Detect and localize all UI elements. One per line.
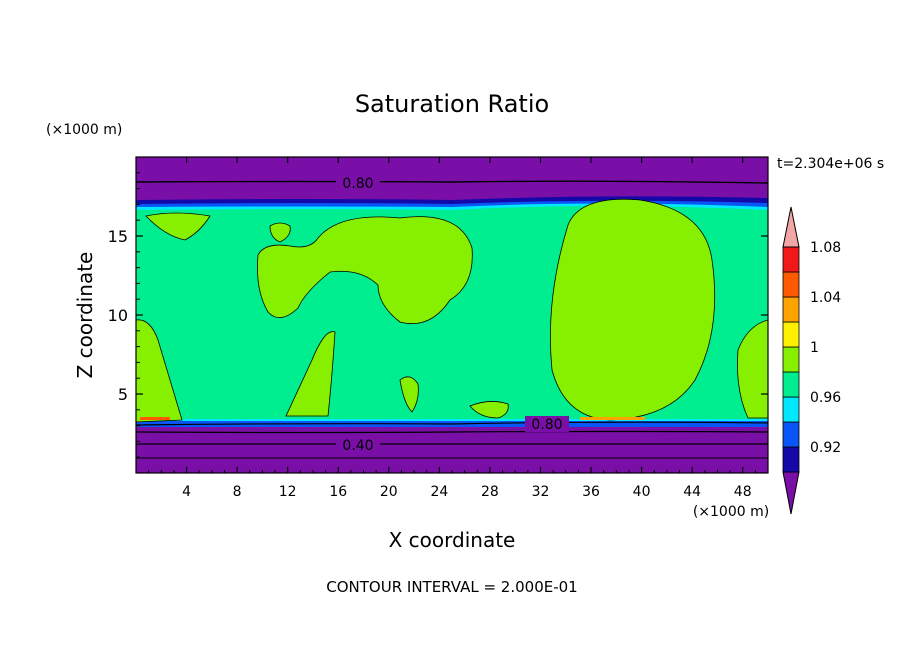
- contour-label-bottom: 0.40: [342, 438, 373, 454]
- colorbar-tick-label: 0.92: [810, 440, 841, 456]
- x-tick-label: 36: [582, 484, 600, 500]
- x-tick-label: 4: [182, 484, 191, 500]
- y-axis: 5 10 15: [108, 172, 768, 458]
- colorbar-tick-label: 1.08: [810, 240, 841, 256]
- x-tick-label: 28: [481, 484, 499, 500]
- contour-label-bg-2: [525, 416, 569, 432]
- colorbar-lower-arrow: [782, 471, 800, 515]
- supersaturated-patch-top-left: [145, 212, 211, 241]
- colorbar-tick-label: 1.04: [810, 290, 841, 306]
- colorbar-swatch: [782, 371, 800, 398]
- colorbar-swatch: [782, 296, 800, 323]
- contour-0.60: [136, 430, 768, 434]
- x-tick-label: 40: [633, 484, 651, 500]
- contour-label-bg-1: [336, 174, 380, 192]
- x-tick-label: 32: [532, 484, 550, 500]
- contour-field: [136, 157, 768, 473]
- supersaturated-patch-b: [469, 401, 509, 419]
- colorbar-tick-label: 0.96: [810, 390, 841, 406]
- colorbar: 0.92 0.96 1 1.04 1.08: [782, 206, 841, 515]
- colorbar-swatch: [782, 346, 800, 373]
- x-axis: 4 8 12 16 20 24 28 32 36 40 44 48: [148, 157, 756, 500]
- chart-title: Saturation Ratio: [355, 90, 549, 118]
- colorbar-swatch: [782, 446, 800, 473]
- time-label: t=2.304e+06 s: [777, 156, 884, 172]
- supersaturated-region-left-edge: [136, 319, 183, 423]
- colorbar-swatch: [782, 321, 800, 348]
- supersaturated-region-right: [549, 198, 716, 421]
- y-unit-label: (×1000 m): [46, 122, 122, 138]
- supersaturated-region-right-edge: [737, 319, 768, 419]
- x-tick-label: 20: [380, 484, 398, 500]
- contour-interval-footer: CONTOUR INTERVAL = 2.000E-01: [326, 578, 577, 596]
- contour-label-upper: 0.80: [342, 176, 373, 192]
- colorbar-tick-label: 1: [810, 340, 819, 356]
- colorbar-swatch: [782, 246, 800, 273]
- colorbar-swatch: [782, 421, 800, 448]
- supersaturated-patch-a: [399, 376, 419, 413]
- x-axis-label: X coordinate: [389, 528, 516, 552]
- contour-0.80-lower: [136, 421, 768, 426]
- supersaturated-patch-small: [269, 222, 291, 243]
- y-tick-label: 5: [118, 385, 128, 404]
- colorbar-swatch: [782, 396, 800, 423]
- x-tick-label: 8: [233, 484, 242, 500]
- x-tick-label: 44: [683, 484, 701, 500]
- contour-label-bg-3: [336, 437, 380, 453]
- x-unit-label: (×1000 m): [693, 504, 769, 520]
- x-tick-label: 16: [329, 484, 347, 500]
- supersaturated-plume: [285, 331, 336, 417]
- x-tick-label: 12: [279, 484, 297, 500]
- colorbar-upper-arrow: [782, 206, 800, 248]
- y-tick-label: 15: [108, 227, 128, 246]
- colorbar-swatch: [782, 271, 800, 298]
- supersaturated-region-center: [257, 216, 473, 325]
- y-tick-label: 10: [108, 306, 128, 325]
- supersaturated-streak-right: [580, 417, 645, 420]
- x-tick-label: 48: [734, 484, 752, 500]
- y-axis-label: Z coordinate: [73, 252, 97, 379]
- x-tick-label: 24: [430, 484, 448, 500]
- contour-label-lower: 0.80: [531, 417, 562, 433]
- contour-0.80-upper: [136, 180, 768, 184]
- supersaturated-streak-left: [140, 417, 170, 420]
